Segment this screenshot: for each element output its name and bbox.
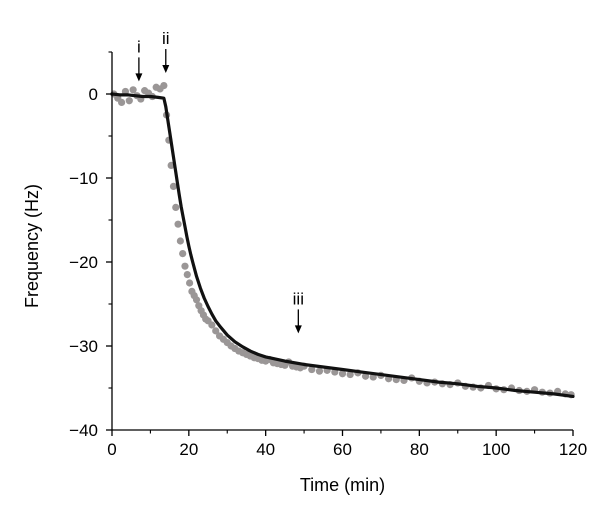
data-point xyxy=(361,372,370,380)
x-tick-label: 100 xyxy=(482,440,510,459)
x-tick-label: 120 xyxy=(559,440,587,459)
data-point xyxy=(125,97,133,105)
fit-curve xyxy=(110,92,575,398)
annotation-i: i xyxy=(135,37,143,82)
data-point xyxy=(169,182,178,190)
axes: 0 20 40 60 80 100 120 0 −10 −20 −30 −40 xyxy=(69,51,587,459)
annotation-iii: iii xyxy=(293,289,304,334)
data-point xyxy=(308,365,316,374)
y-tick-label: 0 xyxy=(89,85,98,104)
y-tick-label: −40 xyxy=(69,421,98,440)
annotation-label: ii xyxy=(162,29,170,48)
data-point xyxy=(129,86,137,94)
data-point xyxy=(183,271,191,279)
data-point xyxy=(212,327,220,335)
data-point xyxy=(181,262,189,270)
annotation-arrowhead xyxy=(162,65,170,73)
x-tick-label: 80 xyxy=(410,440,429,459)
x-tick-label: 20 xyxy=(179,440,198,459)
data-point xyxy=(179,250,187,258)
data-point xyxy=(346,370,354,379)
annotation-arrowhead xyxy=(135,73,143,82)
data-point xyxy=(176,237,184,245)
annotation-ii: ii xyxy=(162,29,170,73)
y-axis-title: Frequency (Hz) xyxy=(22,184,42,308)
data-point xyxy=(172,203,180,211)
y-tick-label: −20 xyxy=(69,253,98,272)
annotation-label: i xyxy=(137,37,141,56)
data-point xyxy=(192,296,201,304)
x-tick-label: 60 xyxy=(333,440,352,459)
annotation-label: iii xyxy=(293,289,304,308)
scatter-points xyxy=(110,82,575,399)
data-point xyxy=(160,82,168,90)
x-axis-title: Time (min) xyxy=(300,475,385,495)
data-point xyxy=(118,98,126,106)
fit-curve-layer xyxy=(110,92,575,398)
y-tick-label: −10 xyxy=(69,169,98,188)
data-point xyxy=(338,370,347,378)
data-point xyxy=(174,220,182,228)
data-point xyxy=(208,321,216,329)
y-tick-label: −30 xyxy=(69,337,98,356)
data-point xyxy=(186,279,194,287)
annotation-arrowhead xyxy=(294,325,302,334)
data-point xyxy=(315,367,324,375)
x-tick-label: 0 xyxy=(107,440,116,459)
x-tick-label: 40 xyxy=(256,440,275,459)
